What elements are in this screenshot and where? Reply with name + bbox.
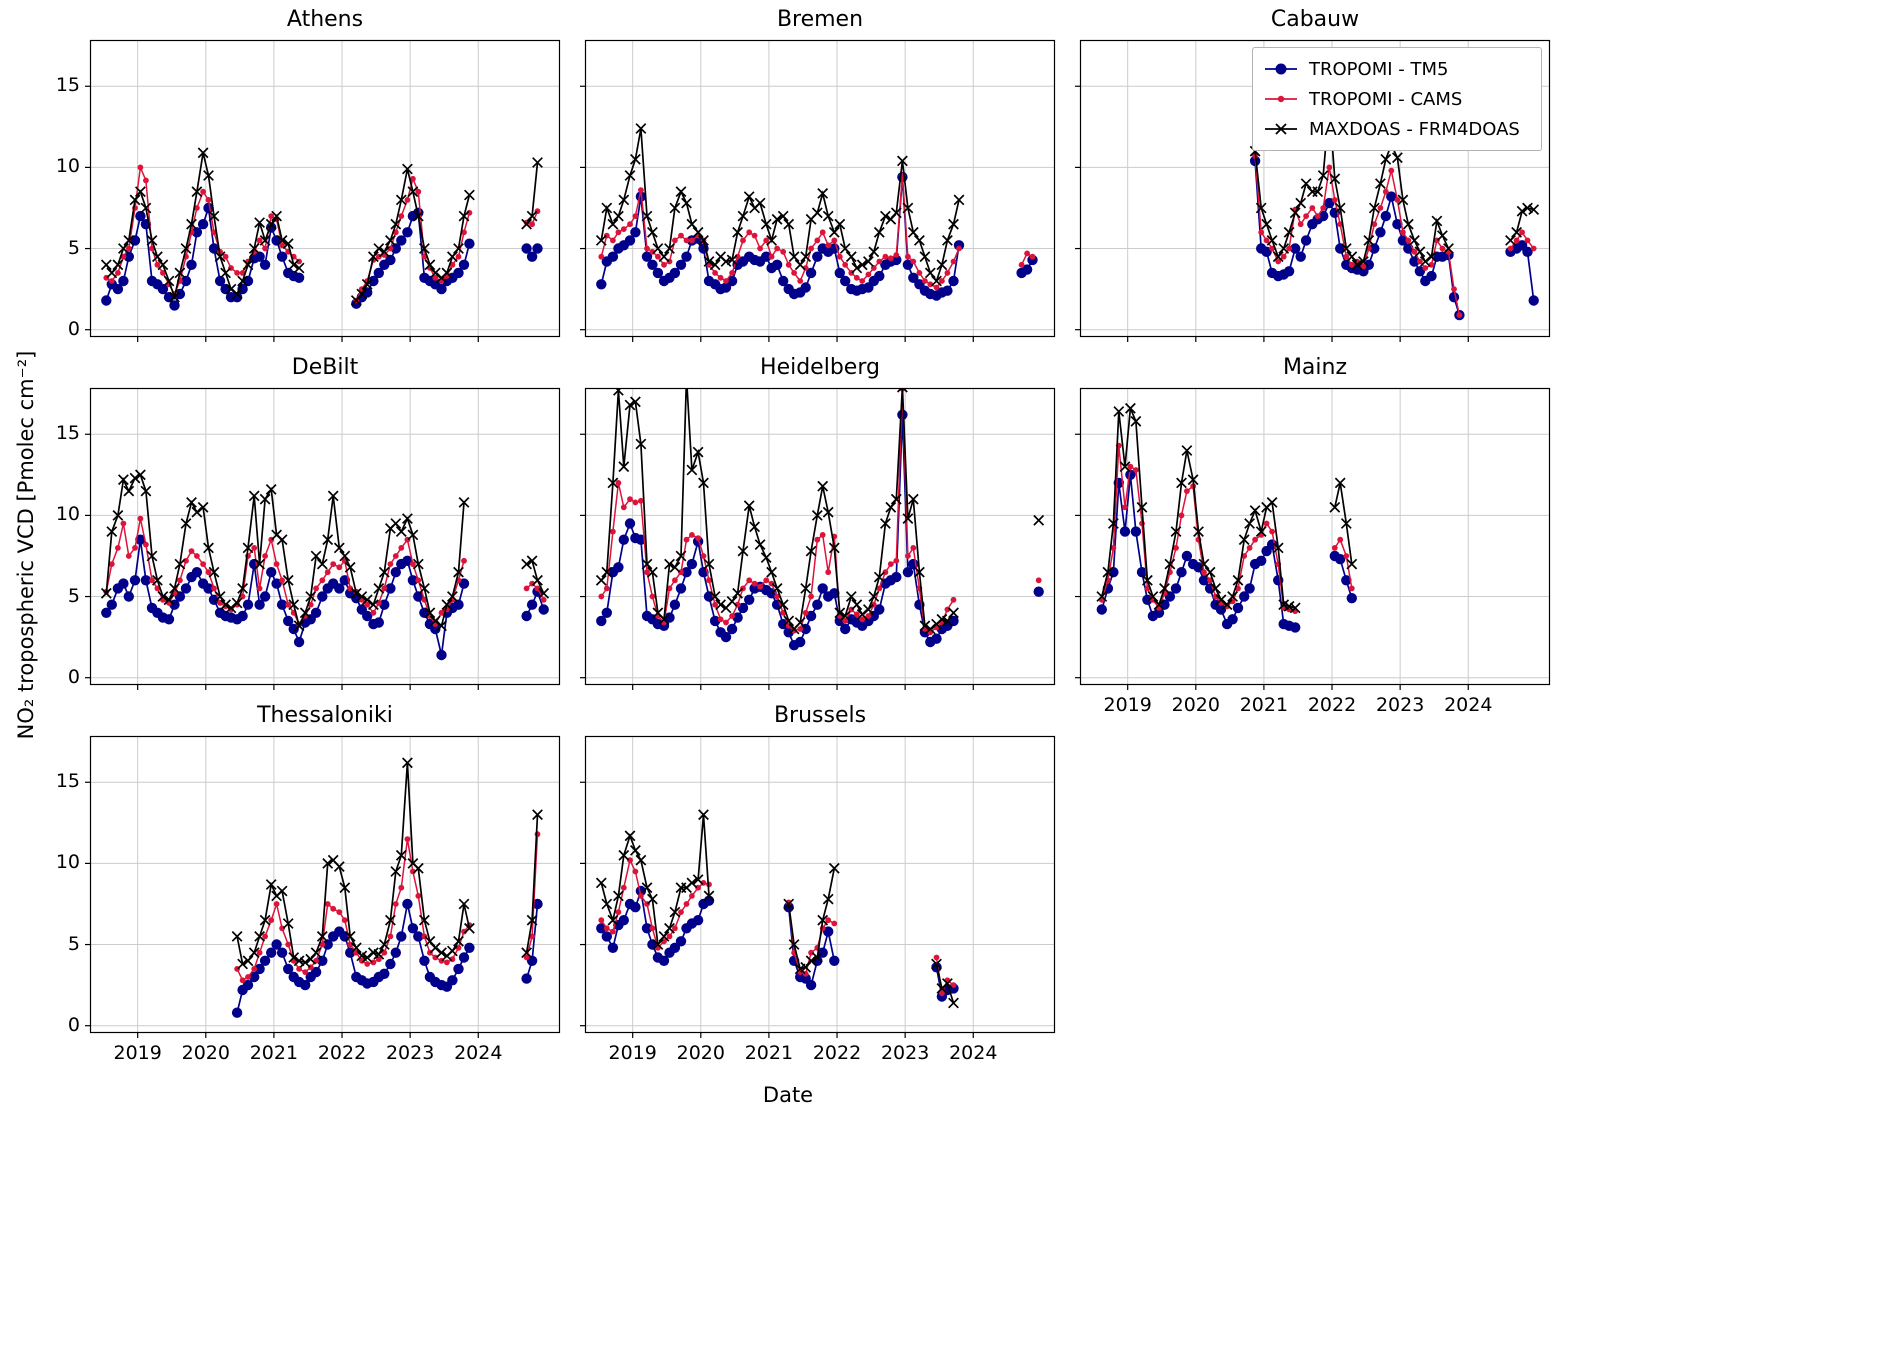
legend-marker-x-icon [1265, 123, 1297, 135]
legend-entry-maxdoas-frm4doas: MAXDOAS - FRM4DOAS [1263, 114, 1531, 144]
plot-canvas-cabauw [1075, 39, 1551, 342]
x-tick-label: 2020 [181, 1042, 230, 1064]
x-tick-label: 2024 [1444, 694, 1493, 716]
x-tick-label: 2022 [1307, 694, 1357, 716]
legend-entry-tropomi-tm5: TROPOMI - TM5 [1263, 54, 1531, 84]
plot-canvas-brussels [580, 735, 1056, 1038]
y-tick-label: 5 [67, 932, 80, 955]
y-tick-label: 10 [55, 503, 80, 526]
x-tick-label: 2021 [249, 1042, 299, 1064]
y-tick-label: 10 [55, 851, 80, 874]
y-tick-label: 0 [67, 1013, 80, 1036]
y-tick-label: 5 [67, 236, 80, 259]
x-tick-label: 2024 [949, 1042, 998, 1064]
x-tick-label: 2020 [1171, 694, 1220, 716]
subplot-mainz: Mainz 2019 2020 2021 2022 2023 2024 [1075, 355, 1551, 716]
legend-marker-circle-small-icon [1265, 95, 1297, 103]
x-tick-label: 2023 [385, 1042, 435, 1064]
subplot-title: Heidelberg [760, 355, 880, 380]
plot-canvas-debilt [85, 387, 561, 690]
x-tick-label: 2021 [744, 1042, 794, 1064]
subplot-debilt: DeBilt 0 5 10 15 [56, 355, 561, 690]
x-axis-label: Date [762, 1083, 814, 1107]
x-tick-label: 2022 [317, 1042, 367, 1064]
x-tick-label: 2023 [880, 1042, 930, 1064]
plot-canvas-heidelberg [580, 387, 1056, 690]
y-tick-label: 15 [55, 422, 80, 445]
legend: TROPOMI - TM5 TROPOMI - CAMS MAXDOAS - F… [1252, 47, 1542, 151]
y-tick-label: 15 [55, 74, 80, 97]
y-tick-label: 15 [55, 770, 80, 793]
subplot-title: DeBilt [291, 355, 359, 380]
x-tick-label: 2019 [1103, 694, 1152, 716]
subplot-title: Brussels [773, 703, 867, 728]
subplot-title: Thessaloniki [257, 703, 393, 728]
y-axis-label: NO₂ tropospheric VCD [Pmolec cm⁻²] [14, 350, 38, 740]
subplot-title: Cabauw [1270, 7, 1360, 32]
legend-label: TROPOMI - CAMS [1309, 88, 1463, 110]
x-tick-label: 2019 [113, 1042, 162, 1064]
subplot-cabauw: Cabauw [1075, 7, 1551, 342]
y-tick-label: 5 [67, 584, 80, 607]
plot-canvas-athens [85, 39, 561, 342]
subplot-athens: Athens 0 5 10 15 [56, 7, 561, 342]
y-tick-label: 10 [55, 155, 80, 178]
y-tick-label: 0 [67, 317, 80, 340]
x-tick-label: 2022 [812, 1042, 862, 1064]
plot-canvas-bremen [580, 39, 1056, 342]
legend-entry-tropomi-cams: TROPOMI - CAMS [1263, 84, 1531, 114]
x-tick-label: 2020 [676, 1042, 725, 1064]
subplot-thessaloniki: Thessaloniki 0 5 10 15 2019 2020 2021 2022 2023 20… [56, 703, 561, 1064]
legend-marker-circle-large-icon [1265, 63, 1297, 75]
legend-label: TROPOMI - TM5 [1309, 58, 1449, 80]
x-tick-label: 2024 [454, 1042, 503, 1064]
x-tick-label: 2021 [1239, 694, 1289, 716]
subplot-heidelberg: Heidelberg [580, 355, 1056, 690]
plot-canvas-mainz [1075, 387, 1551, 690]
subplot-title: Bremen [776, 7, 864, 32]
plot-canvas-thessaloniki [85, 735, 561, 1038]
subplot-bremen: Bremen [580, 7, 1056, 342]
subplot-title: Athens [286, 7, 364, 32]
y-tick-label: 0 [67, 665, 80, 688]
subplot-title: Mainz [1282, 355, 1348, 380]
x-tick-label: 2023 [1375, 694, 1425, 716]
legend-label: MAXDOAS - FRM4DOAS [1309, 118, 1520, 140]
subplot-brussels: Brussels 2019 2020 2021 2022 2023 2024 [580, 703, 1056, 1064]
x-tick-label: 2019 [608, 1042, 657, 1064]
